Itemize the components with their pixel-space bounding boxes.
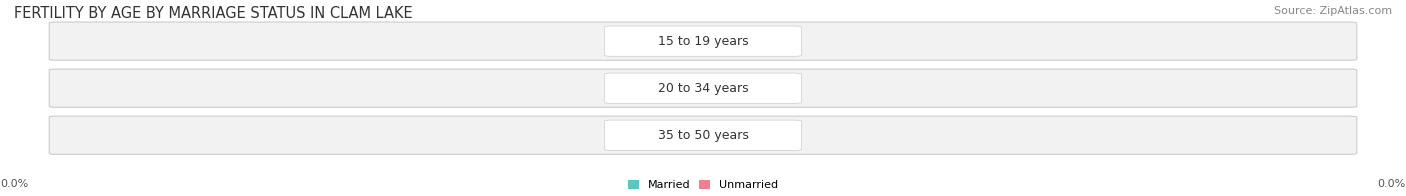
FancyBboxPatch shape [605,120,801,150]
FancyBboxPatch shape [702,27,790,55]
FancyBboxPatch shape [605,73,801,103]
FancyBboxPatch shape [49,22,1357,60]
FancyBboxPatch shape [702,121,790,150]
FancyBboxPatch shape [49,69,1357,107]
FancyBboxPatch shape [616,27,704,55]
FancyBboxPatch shape [49,116,1357,154]
Text: 0.0%: 0.0% [0,179,28,189]
FancyBboxPatch shape [616,74,704,103]
FancyBboxPatch shape [616,121,704,150]
Text: 0.0%: 0.0% [731,36,761,46]
Text: 0.0%: 0.0% [645,130,675,140]
Text: 0.0%: 0.0% [645,83,675,93]
FancyBboxPatch shape [605,26,801,56]
Text: 35 to 50 years: 35 to 50 years [658,129,748,142]
Text: Source: ZipAtlas.com: Source: ZipAtlas.com [1274,6,1392,16]
Legend: Married, Unmarried: Married, Unmarried [627,180,779,191]
Text: 20 to 34 years: 20 to 34 years [658,82,748,95]
Text: 0.0%: 0.0% [731,130,761,140]
Text: 15 to 19 years: 15 to 19 years [658,35,748,48]
Text: 0.0%: 0.0% [645,36,675,46]
Text: FERTILITY BY AGE BY MARRIAGE STATUS IN CLAM LAKE: FERTILITY BY AGE BY MARRIAGE STATUS IN C… [14,6,413,21]
FancyBboxPatch shape [702,74,790,103]
Text: 0.0%: 0.0% [731,83,761,93]
Text: 0.0%: 0.0% [1378,179,1406,189]
